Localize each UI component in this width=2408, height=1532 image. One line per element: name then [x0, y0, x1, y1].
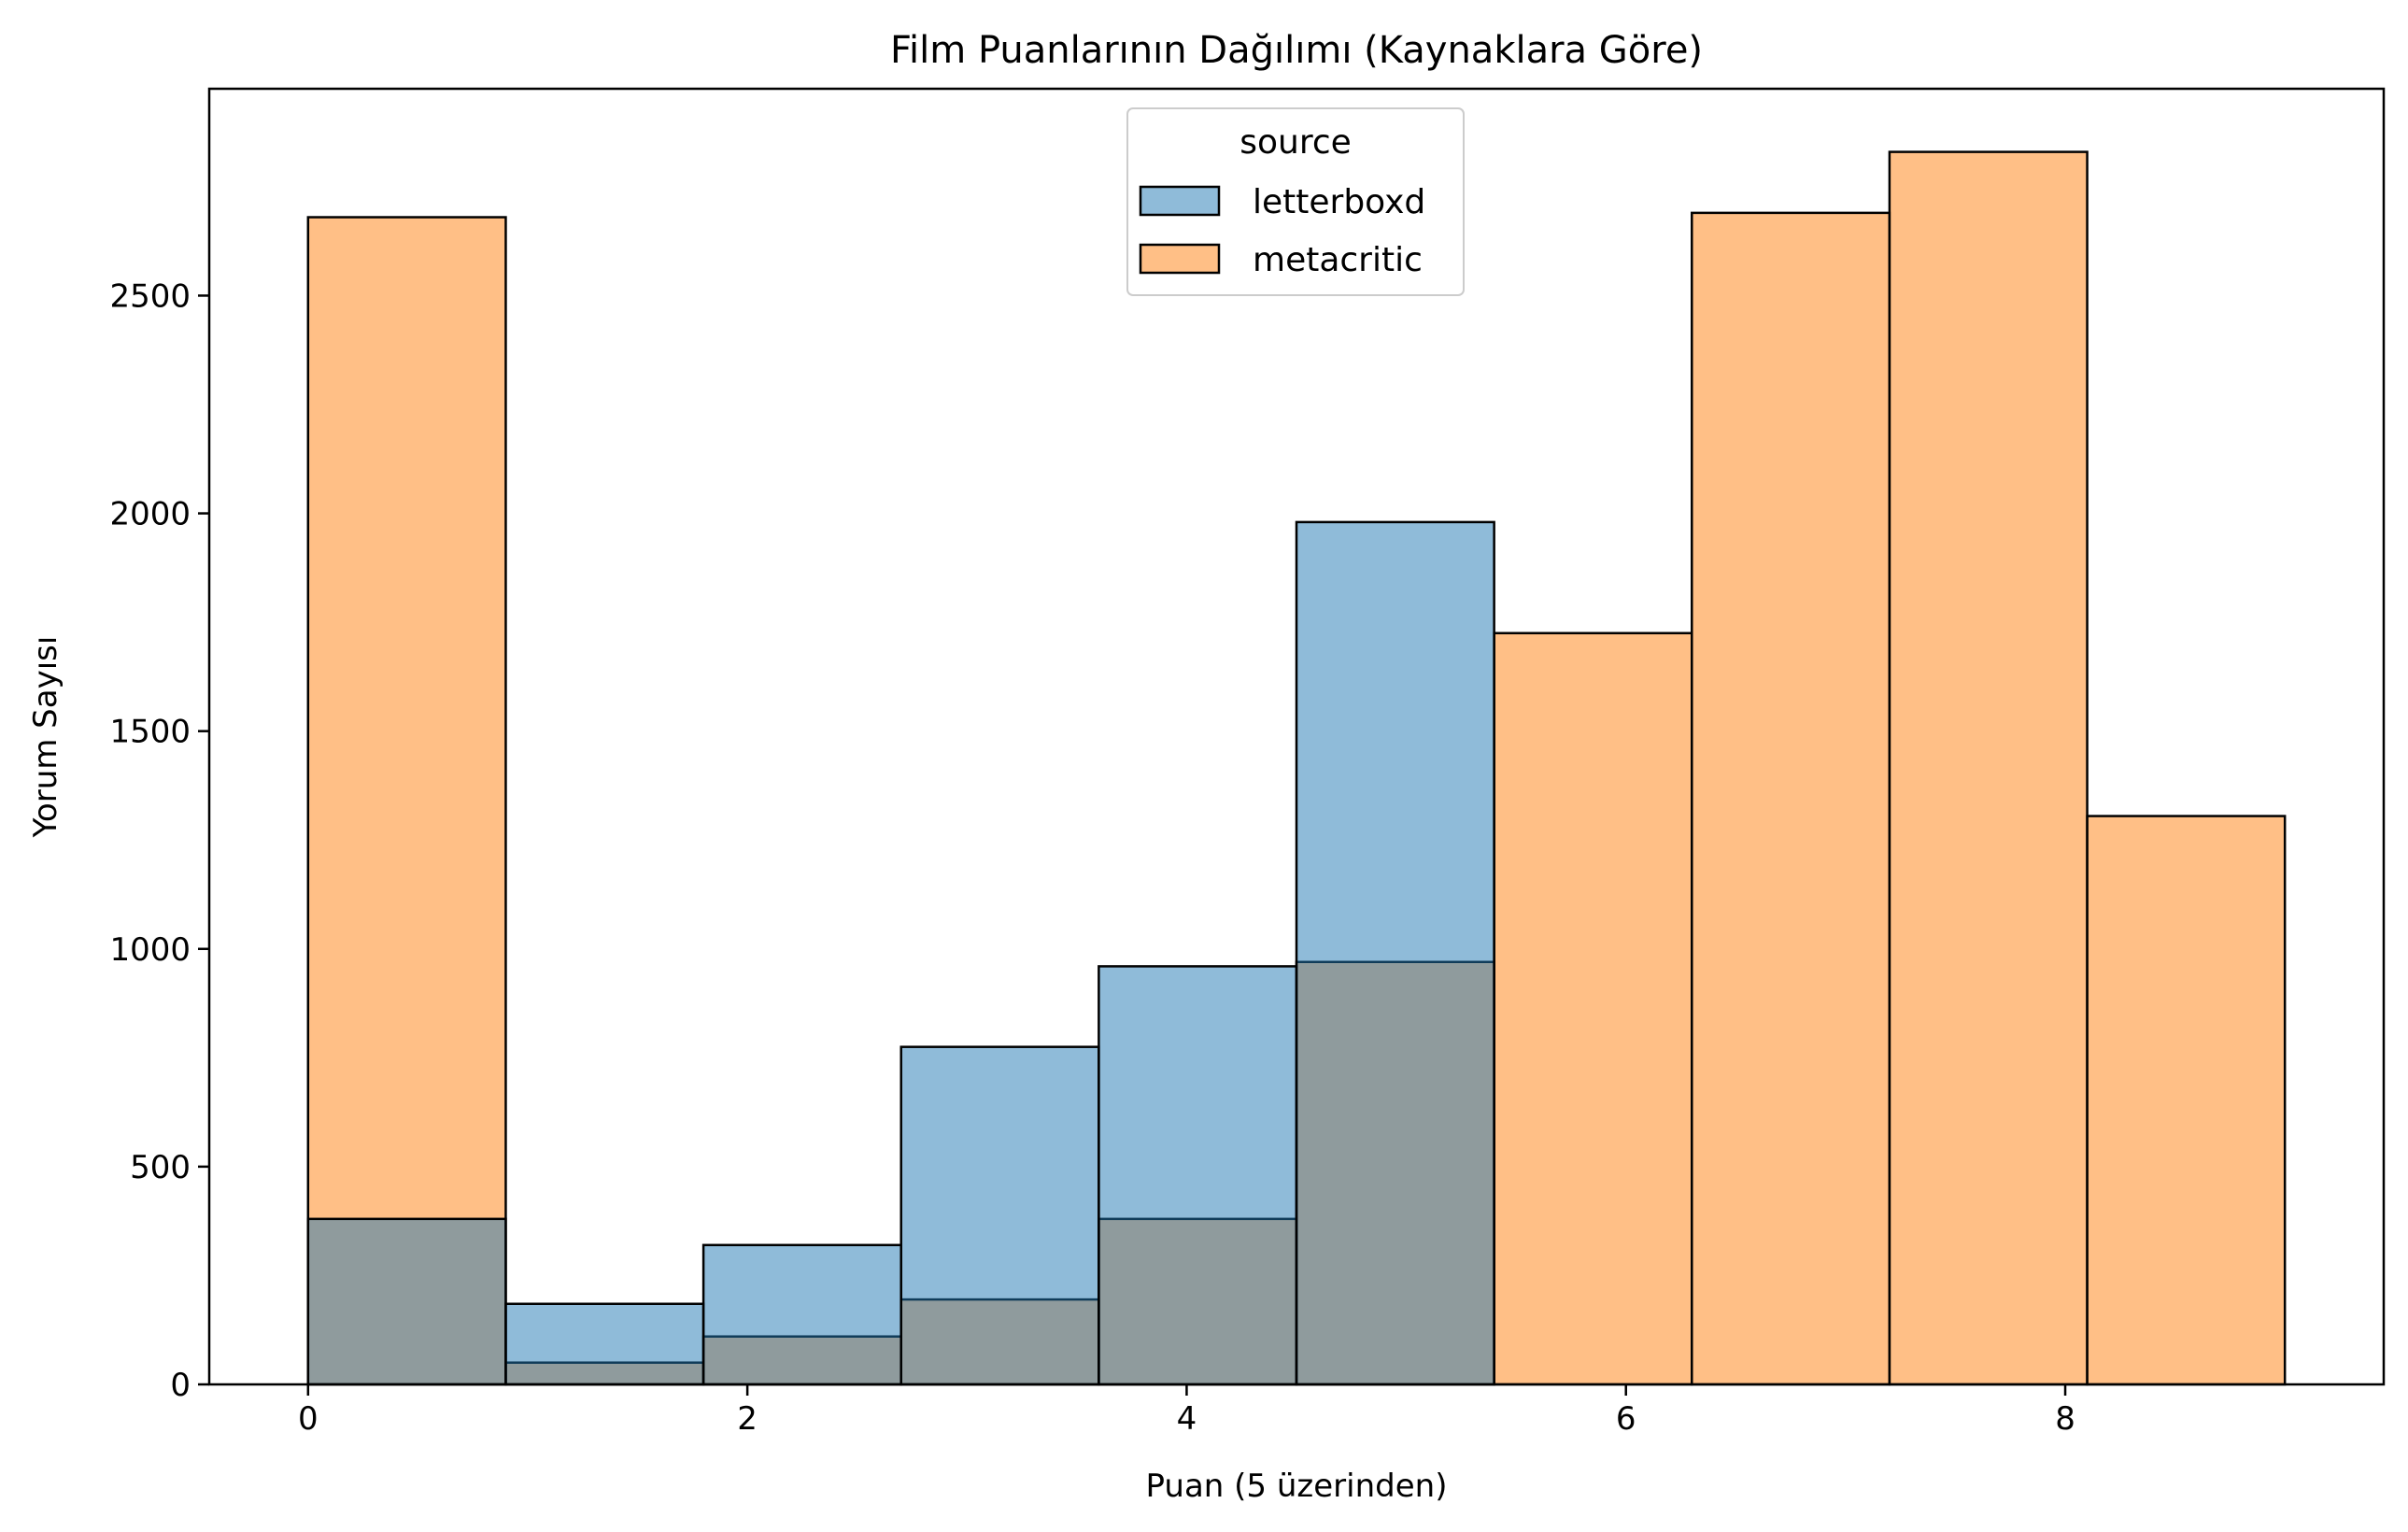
legend: source letterboxd metacritic [1126, 107, 1465, 296]
bar-metacritic-6 [1493, 631, 1693, 1386]
legend-swatch-metacritic [1139, 243, 1221, 275]
legend-swatch-letterboxd [1139, 185, 1221, 217]
bar-letterboxd-5 [1295, 520, 1495, 1386]
y-tick-label-2: 1000 [109, 931, 191, 969]
y-tick-label-3: 1500 [109, 714, 191, 751]
letterboxd-bars [306, 520, 1495, 1386]
y-axis-label: Yorum Sayısı [27, 636, 64, 839]
legend-label-metacritic: metacritic [1253, 241, 1423, 279]
legend-title: source [1239, 123, 1352, 162]
bar-metacritic-7 [1691, 211, 1891, 1386]
y-axis-ticks: 0 500 1000 1500 2000 2500 [109, 277, 209, 1404]
y-tick-label-1: 500 [130, 1149, 191, 1186]
bar-metacritic-9 [2086, 815, 2287, 1386]
bar-letterboxd-4 [1098, 965, 1298, 1386]
x-tick-label-0: 0 [298, 1400, 319, 1438]
x-tick-label-3: 6 [1616, 1400, 1636, 1438]
y-tick-label-0: 0 [170, 1367, 191, 1404]
y-tick-label-4: 2000 [109, 496, 191, 533]
x-axis-ticks: 0 2 4 6 8 [298, 1384, 2075, 1438]
y-tick-label-5: 2500 [109, 277, 191, 315]
legend-label-letterboxd: letterboxd [1253, 183, 1425, 221]
bar-letterboxd-2 [701, 1243, 902, 1386]
plot-frame [207, 87, 2386, 1386]
chart-title: Film Puanlarının Dağılımı (Kaynaklara Gö… [890, 29, 1703, 72]
bar-letterboxd-3 [899, 1045, 1100, 1386]
x-tick-label-2: 4 [1177, 1400, 1197, 1438]
x-tick-label-1: 2 [737, 1400, 758, 1438]
x-tick-label-4: 8 [2055, 1400, 2075, 1438]
bar-metacritic-0 [306, 216, 507, 1386]
bar-letterboxd-1 [504, 1302, 705, 1386]
x-axis-label: Puan (5 üzerinden) [1146, 1468, 1448, 1505]
bar-letterboxd-0 [306, 1217, 507, 1386]
bar-metacritic-8 [1888, 150, 2089, 1386]
